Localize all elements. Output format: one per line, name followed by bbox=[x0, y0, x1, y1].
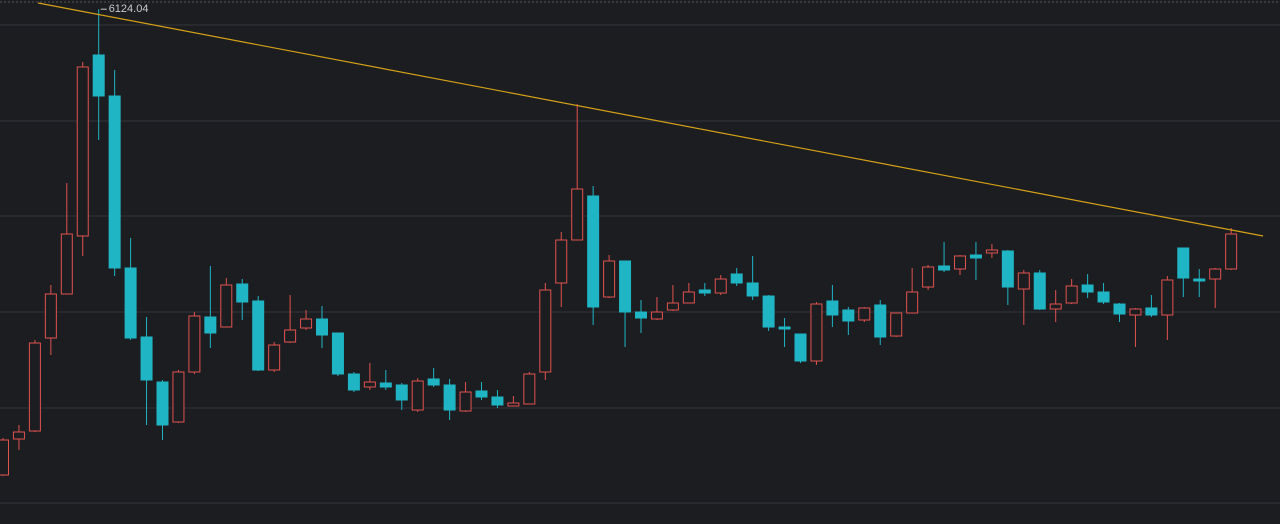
candle-body bbox=[826, 300, 839, 316]
candle-body bbox=[252, 300, 265, 371]
candle-body bbox=[268, 344, 281, 371]
candle-body bbox=[762, 295, 775, 328]
candle-body bbox=[1049, 303, 1062, 310]
candle-body bbox=[1033, 272, 1046, 310]
candle-body bbox=[491, 396, 504, 406]
candle-body bbox=[140, 336, 153, 381]
candle-body bbox=[124, 267, 137, 339]
candle-body bbox=[539, 289, 552, 373]
candle-body bbox=[1225, 233, 1238, 270]
candle-body bbox=[698, 289, 711, 294]
candle-body bbox=[906, 291, 919, 314]
candle-body bbox=[347, 373, 360, 391]
candle-body bbox=[1129, 308, 1142, 316]
candle-body bbox=[204, 316, 217, 334]
candle-body bbox=[60, 233, 73, 295]
candle-body bbox=[379, 382, 392, 388]
candle-body bbox=[969, 254, 982, 259]
candle-body bbox=[842, 309, 855, 322]
candle-body bbox=[1001, 250, 1014, 288]
candle-body bbox=[1097, 291, 1110, 303]
candle-body bbox=[331, 332, 344, 375]
candle-body bbox=[411, 380, 424, 411]
candle-body bbox=[650, 311, 663, 320]
candle-body bbox=[12, 431, 25, 440]
candle-body bbox=[810, 303, 823, 362]
candle-body bbox=[1177, 247, 1190, 279]
candle-body bbox=[507, 402, 520, 407]
candle-body bbox=[92, 54, 105, 97]
candle-body bbox=[1081, 284, 1094, 293]
candle-body bbox=[172, 371, 185, 423]
candle-body bbox=[555, 239, 568, 284]
candle-body bbox=[156, 381, 169, 426]
candle-body bbox=[874, 304, 887, 338]
candle-body bbox=[427, 378, 440, 386]
candle-body bbox=[682, 291, 695, 304]
candle-body bbox=[985, 249, 998, 254]
candle-body bbox=[778, 326, 791, 330]
candle-body bbox=[1017, 272, 1030, 290]
candle-body bbox=[443, 384, 456, 411]
high-label: 6124.04 bbox=[109, 3, 149, 15]
candle-body bbox=[730, 273, 743, 284]
candle-body bbox=[475, 390, 488, 398]
candle-body bbox=[794, 333, 807, 362]
candle-body bbox=[395, 384, 408, 401]
candle-body bbox=[922, 266, 935, 288]
candle-body bbox=[316, 318, 328, 336]
candle-body bbox=[28, 342, 41, 432]
trendline bbox=[37, 2, 1264, 237]
candle-body bbox=[1145, 307, 1158, 316]
candle-body bbox=[363, 381, 376, 388]
candle-body bbox=[954, 255, 966, 270]
candle-body bbox=[236, 283, 249, 303]
candle-body bbox=[1161, 279, 1174, 316]
candle-body bbox=[108, 95, 121, 269]
candle-body bbox=[76, 66, 89, 237]
candle-body bbox=[714, 278, 727, 294]
candle-body bbox=[188, 315, 201, 373]
candle-body bbox=[635, 311, 647, 319]
candle-body bbox=[1209, 268, 1222, 280]
candle-body bbox=[571, 188, 584, 241]
candle-body bbox=[746, 282, 759, 297]
candle-body bbox=[1065, 285, 1078, 304]
candle-body bbox=[619, 260, 632, 313]
candle-body bbox=[858, 307, 871, 321]
candle-body bbox=[44, 293, 57, 339]
candle-body bbox=[890, 312, 903, 337]
candle-body bbox=[587, 195, 600, 308]
candle-body bbox=[1113, 303, 1126, 315]
candle-body bbox=[459, 391, 472, 412]
candle-body bbox=[284, 329, 297, 343]
candle-body bbox=[938, 265, 951, 271]
candle-body bbox=[603, 260, 616, 298]
candle-body bbox=[666, 302, 679, 311]
candle-body bbox=[220, 284, 233, 328]
candle-body bbox=[523, 373, 536, 405]
candle-body bbox=[300, 318, 313, 329]
candle-body bbox=[0, 439, 9, 476]
candle-body bbox=[1193, 278, 1206, 282]
